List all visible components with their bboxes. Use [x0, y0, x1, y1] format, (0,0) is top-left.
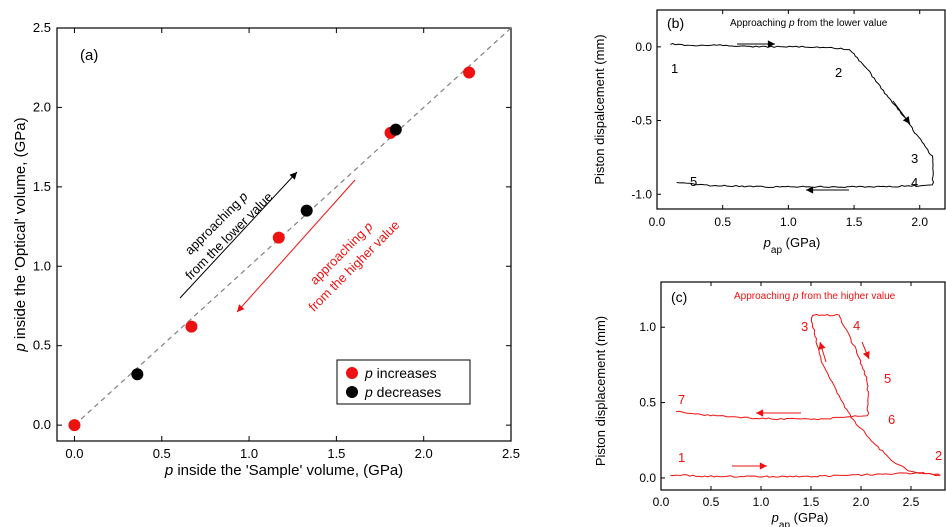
- displacement-curve: [670, 43, 935, 188]
- displacement-curve: [670, 313, 941, 478]
- point-label: 4: [911, 175, 918, 190]
- point-label: 3: [911, 151, 918, 166]
- x-tick-label: 0.0: [649, 215, 666, 229]
- x-tick-label: 1.0: [753, 495, 770, 509]
- x-tick-label: 1.5: [846, 215, 863, 229]
- panel-label: (a): [80, 47, 98, 64]
- data-point-p-increases: [185, 320, 198, 333]
- y-tick-label: 2.0: [33, 99, 51, 114]
- x-axis-label: p inside the 'Sample' volume, (GPa): [164, 462, 403, 479]
- panel-a-scatter-chart: 0.0 0.5 1.0 1.5 2.0 2.5 0.0 0.5 1.0 1.5 2.0 2.5 p in…: [12, 20, 520, 479]
- point-label: 1: [671, 61, 678, 76]
- x-axis-label: pap (GPa): [771, 510, 829, 527]
- x-tick-label: 1.5: [327, 446, 345, 461]
- arrow-down-head: [902, 116, 910, 124]
- arrow-approaching-lower-shaft: [179, 171, 298, 299]
- data-point-p-decreases: [131, 368, 144, 381]
- y-tick-label: 2.5: [33, 20, 51, 35]
- data-point-p-decreases: [300, 204, 313, 217]
- x-tick-label: 0.0: [653, 495, 670, 509]
- point-label: 6: [888, 412, 895, 427]
- data-point-p-increases: [272, 231, 285, 244]
- arrow-approaching-higher-head: [237, 304, 245, 312]
- plot-frame: [56, 27, 512, 442]
- panel-title: Approaching p from the lower value: [730, 18, 888, 29]
- arrow-left-head: [756, 409, 764, 417]
- y-tick-label: -0.5: [631, 114, 652, 128]
- y-tick-label: 0.5: [639, 396, 656, 410]
- point-label: 1: [678, 450, 685, 465]
- point-label: 4: [853, 318, 860, 333]
- x-tick-label: 2.0: [415, 446, 433, 461]
- point-label: 7: [678, 392, 685, 407]
- arrow-up-head: [818, 342, 826, 350]
- x-tick-label: 2.5: [903, 495, 920, 509]
- x-tick-label: 1.0: [240, 446, 258, 461]
- arrow-down-head: [862, 351, 870, 359]
- panel-label: (c): [671, 289, 687, 305]
- x-tick-label: 0.5: [714, 215, 731, 229]
- arrow-approaching-higher-shaft: [236, 179, 356, 313]
- x-tick-label: 2.0: [911, 215, 928, 229]
- y-tick-label: 0.5: [33, 338, 51, 353]
- x-tick-label: 1.5: [803, 495, 820, 509]
- panel-b-line-chart: 0.0 0.5 1.0 1.5 2.0 0.0 -0.5 -1.0 pap (GPa) Pisto…: [592, 9, 946, 256]
- x-axis-label: pap (GPa): [763, 235, 821, 256]
- point-label: 5: [884, 371, 891, 386]
- point-label: 3: [801, 319, 808, 334]
- data-point-p-increases: [463, 66, 476, 79]
- y-tick-label: 1.5: [33, 179, 51, 194]
- y-axis-label: Piston displacement (mm): [593, 316, 608, 466]
- data-point-p-increases: [68, 419, 81, 432]
- legend-marker: [346, 367, 358, 379]
- plot-frame: [660, 281, 946, 491]
- x-tick-label: 0.5: [153, 446, 171, 461]
- x-tick-label: 2.0: [853, 495, 870, 509]
- y-tick-label: 0.0: [33, 417, 51, 432]
- point-label: 5: [690, 174, 697, 189]
- y-tick-label: 1.0: [33, 258, 51, 273]
- y-tick-label: 1.0: [639, 320, 656, 334]
- x-tick-label: 1.0: [780, 215, 797, 229]
- y-axis-label: p inside the 'Optical' volume, (GPa): [12, 117, 29, 352]
- panel-label: (b): [667, 15, 684, 31]
- x-tick-label: 0.0: [65, 446, 83, 461]
- y-tick-label: 0.0: [639, 471, 656, 485]
- y-tick-label: -1.0: [631, 187, 652, 201]
- x-tick-label: 2.5: [502, 446, 520, 461]
- legend-label: p increases: [364, 365, 437, 381]
- point-label: 2: [935, 448, 942, 463]
- plot-frame: [656, 9, 946, 210]
- y-axis-label: Piston dispalcement (mm): [592, 34, 607, 184]
- point-label: 2: [835, 65, 842, 80]
- arrow-right-head: [767, 40, 775, 48]
- arrow-left-head: [806, 186, 814, 194]
- arrow-right-head: [759, 462, 767, 470]
- legend-box: [336, 359, 471, 405]
- arrow-approaching-lower-head: [289, 172, 297, 180]
- legend-label: p decreases: [364, 384, 441, 400]
- y-tick-label: 0.0: [635, 40, 652, 54]
- panel-title: Approaching p from the higher value: [734, 291, 896, 302]
- x-tick-label: 0.5: [703, 495, 720, 509]
- data-point-p-decreases: [389, 123, 402, 136]
- legend-marker: [346, 386, 358, 398]
